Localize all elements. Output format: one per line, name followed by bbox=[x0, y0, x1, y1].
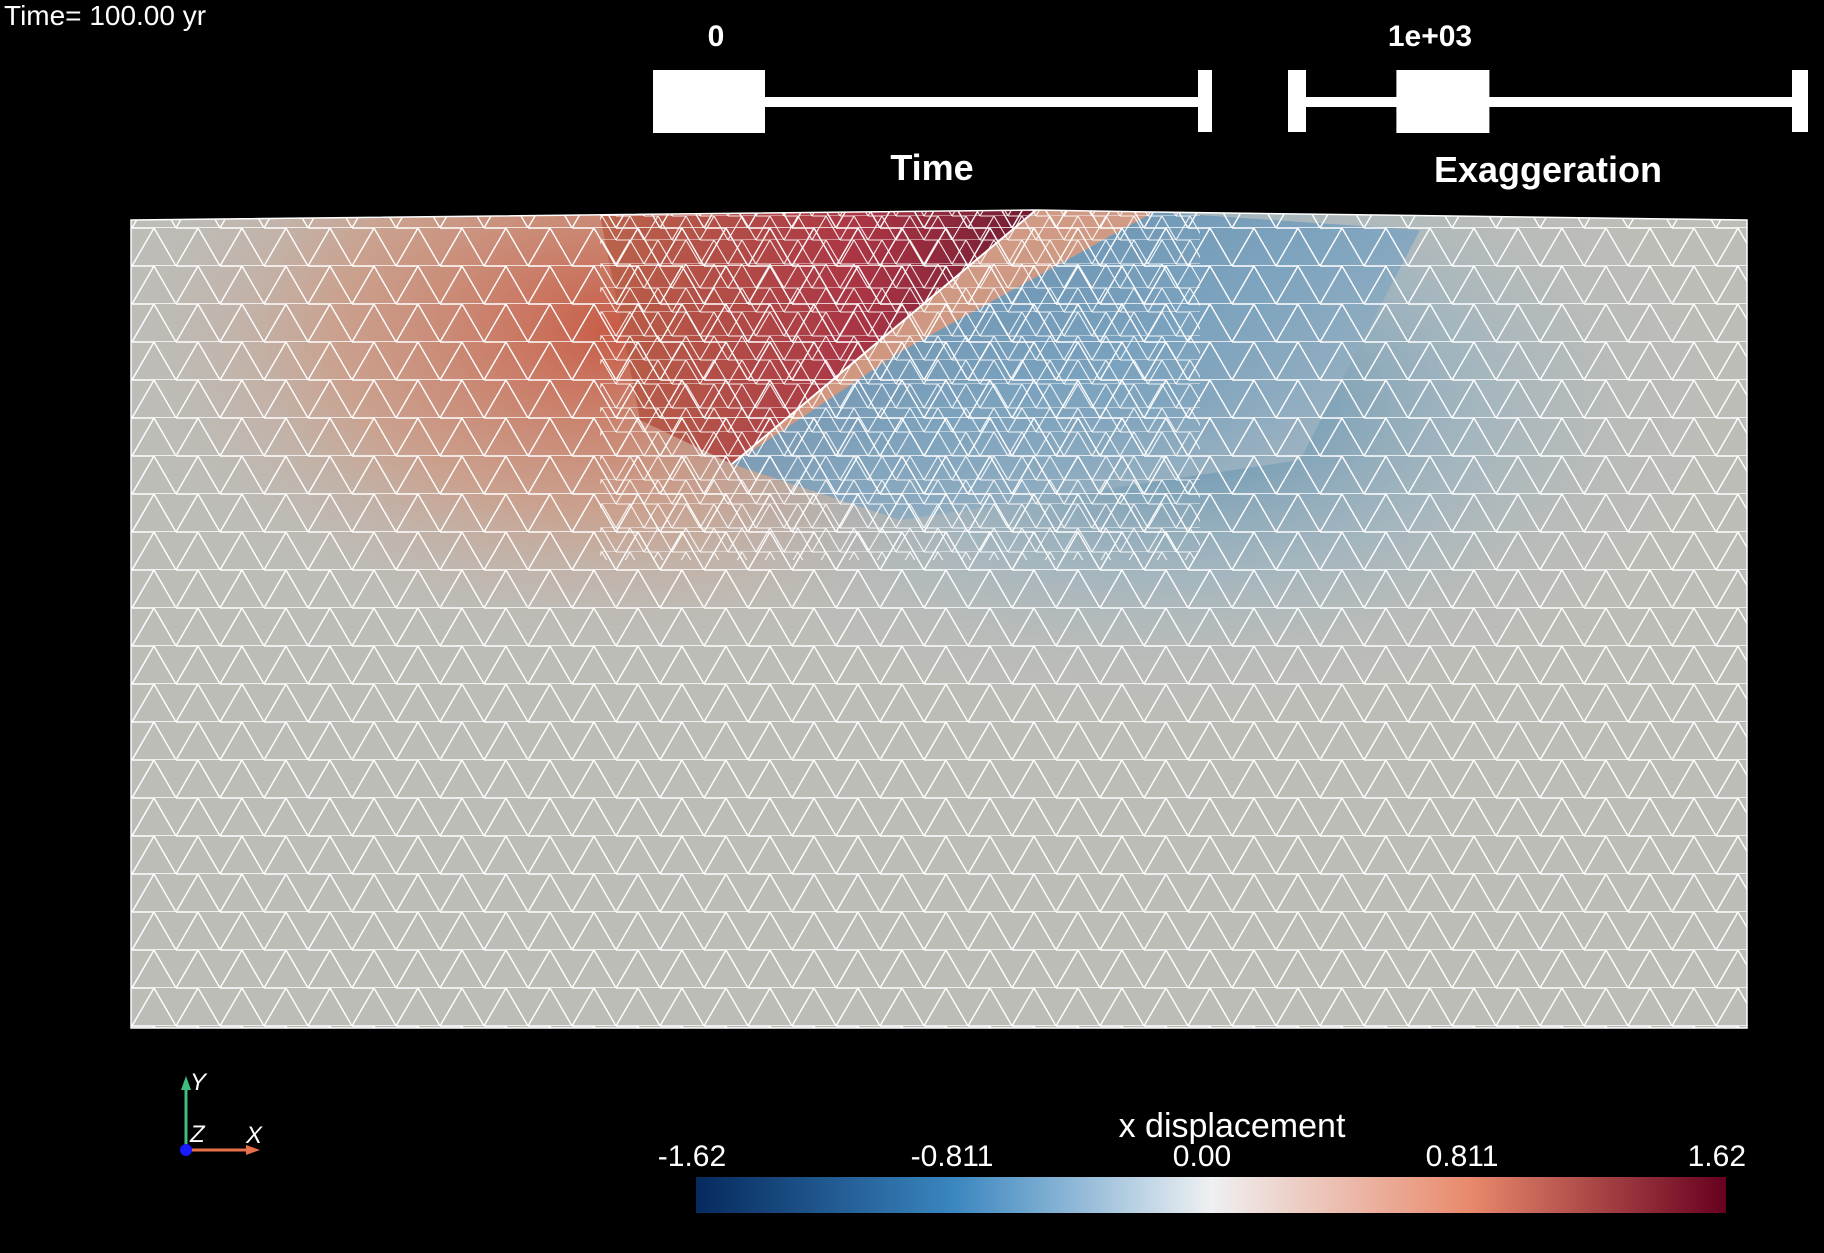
exaggeration-slider-handle[interactable] bbox=[1396, 70, 1490, 133]
scalar-bar-title: x displacement bbox=[1118, 1107, 1346, 1145]
scalar-bar[interactable] bbox=[696, 1177, 1726, 1213]
exaggeration-slider-value: 1e+03 bbox=[1387, 20, 1473, 53]
z-axis-label: Z bbox=[190, 1121, 205, 1148]
exaggeration-slider-title: Exaggeration bbox=[1433, 149, 1663, 190]
time-slider-bar[interactable] bbox=[762, 97, 1210, 107]
time-slider-value: 0 bbox=[707, 20, 725, 53]
time-annotation: Time= 100.00 yr bbox=[4, 0, 207, 31]
time-slider[interactable] bbox=[0, 0, 1824, 160]
exaggeration-slider-end-cap bbox=[1792, 70, 1808, 132]
time-slider-end-cap bbox=[1198, 70, 1212, 132]
time-slider-title: Time bbox=[890, 147, 974, 188]
x-axis-arrowhead bbox=[246, 1145, 260, 1155]
exaggeration-slider-start-cap bbox=[1288, 70, 1306, 132]
scalar-bar-label: -0.811 bbox=[910, 1140, 994, 1173]
time-slider-handle[interactable] bbox=[653, 70, 765, 133]
scalar-bar-label: 0.811 bbox=[1425, 1140, 1499, 1173]
exaggeration-slider[interactable] bbox=[0, 0, 1824, 160]
fault-trace bbox=[731, 210, 1037, 465]
z-axis-point bbox=[180, 1144, 192, 1156]
y-axis-arrowhead bbox=[181, 1076, 191, 1090]
orientation-axes[interactable] bbox=[160, 1064, 270, 1174]
scalar-bar-label: -1.62 bbox=[657, 1140, 727, 1173]
mesh-outline bbox=[130, 209, 1748, 1029]
scalar-bar-label: 1.62 bbox=[1687, 1140, 1746, 1173]
y-axis-label: Y bbox=[190, 1069, 207, 1096]
mesh-edges-refined bbox=[600, 210, 1200, 560]
x-axis-label: X bbox=[246, 1122, 263, 1149]
mesh-domain bbox=[131, 210, 1747, 1028]
scalar-bar-label: 0.00 bbox=[1172, 1140, 1232, 1173]
exaggeration-slider-bar[interactable] bbox=[1296, 97, 1796, 107]
